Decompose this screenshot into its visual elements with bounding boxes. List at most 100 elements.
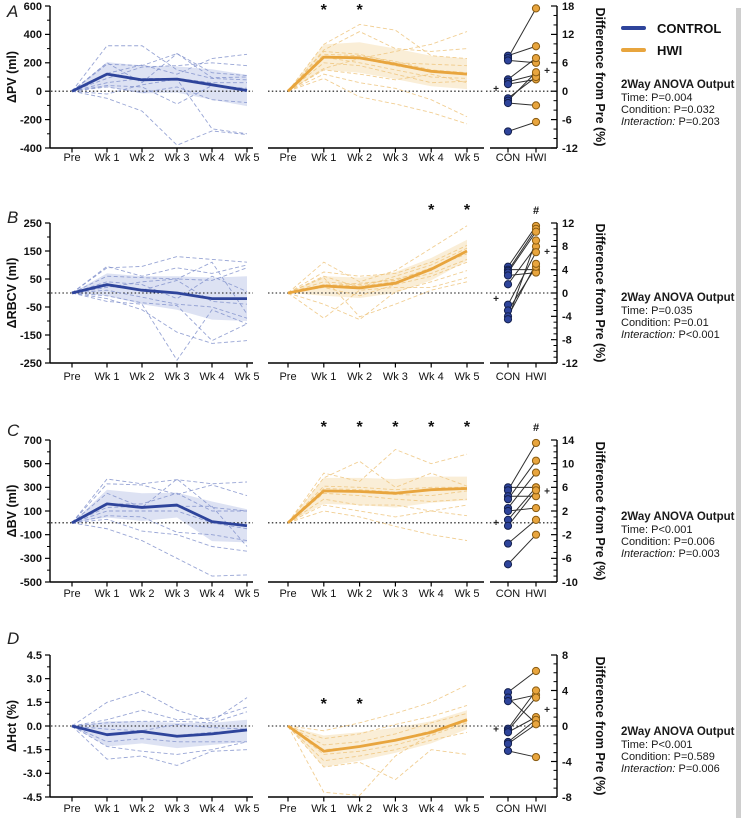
- panel-letter-c: C: [7, 421, 20, 440]
- asterisk-significance-marker: *: [321, 2, 328, 19]
- anova-row-time: Time: P<0.001: [621, 738, 693, 751]
- svg-text:12: 12: [562, 218, 574, 230]
- legend-label-control: CONTROL: [657, 20, 722, 36]
- asterisk-significance-marker: *: [392, 419, 399, 436]
- anova-block-b: 2Way ANOVA Output Time: P=0.035 Conditio…: [621, 292, 743, 341]
- svg-text:100: 100: [24, 506, 42, 518]
- svg-text:Pre: Pre: [63, 588, 80, 600]
- svg-text:-100: -100: [20, 529, 42, 541]
- svg-text:0: 0: [562, 86, 568, 98]
- svg-text:Wk 5: Wk 5: [234, 371, 259, 383]
- hwi-mean-line: [287, 718, 468, 753]
- svg-text:0: 0: [562, 721, 568, 733]
- svg-text:Wk 2: Wk 2: [347, 152, 372, 164]
- control-mean-line: [71, 724, 248, 738]
- svg-text:Wk 3: Wk 3: [164, 803, 189, 815]
- asterisk-significance-marker: *: [428, 419, 435, 436]
- scan-artifact: [736, 8, 741, 818]
- asterisk-significance-marker: *: [356, 2, 363, 19]
- svg-text:-8: -8: [562, 334, 572, 346]
- anova-row-condition: Condition: P=0.01: [621, 316, 709, 329]
- svg-text:6: 6: [562, 58, 568, 70]
- hwi-dot: [531, 117, 541, 127]
- plus-marker-hwi: +: [544, 247, 550, 258]
- svg-text:Wk 5: Wk 5: [234, 152, 259, 164]
- con-dot: [503, 127, 513, 136]
- svg-text:Wk 2: Wk 2: [347, 588, 372, 600]
- anova-title: 2Way ANOVA Output: [621, 79, 735, 91]
- svg-text:6: 6: [562, 482, 568, 494]
- svg-text:Wk 5: Wk 5: [234, 588, 259, 600]
- svg-text:Wk 3: Wk 3: [164, 152, 189, 164]
- hwi-dot: [531, 693, 541, 702]
- right-axis-title: Difference from Pre (%): [593, 224, 607, 363]
- svg-text:-6: -6: [562, 114, 572, 126]
- svg-text:-8: -8: [562, 792, 572, 804]
- hwi-dot: [531, 456, 541, 465]
- svg-text:-1.5: -1.5: [23, 744, 42, 756]
- svg-text:Wk 1: Wk 1: [94, 803, 119, 815]
- svg-text:Wk 2: Wk 2: [129, 588, 154, 600]
- svg-text:50: 50: [30, 274, 42, 286]
- con-dot: [503, 271, 513, 280]
- hash-significance-marker: #: [533, 205, 539, 217]
- svg-text:Wk 1: Wk 1: [94, 588, 119, 600]
- svg-text:-50: -50: [26, 302, 42, 314]
- paired-scatter: ++: [493, 4, 550, 136]
- svg-text:Pre: Pre: [63, 152, 80, 164]
- svg-text:Wk 5: Wk 5: [454, 371, 479, 383]
- hwi-mean-line: [287, 55, 468, 93]
- anova-block-a: 2Way ANOVA Output Time: P=0.004 Conditio…: [621, 79, 743, 128]
- svg-text:Pre: Pre: [279, 803, 296, 815]
- svg-text:Wk 1: Wk 1: [311, 588, 336, 600]
- svg-text:Pre: Pre: [63, 371, 80, 383]
- hwi-mean-line: [287, 487, 468, 524]
- svg-text:400: 400: [24, 29, 42, 41]
- con-dot: [503, 280, 513, 289]
- svg-text:Wk 4: Wk 4: [419, 152, 444, 164]
- right-axis-title: Difference from Pre (%): [593, 657, 607, 796]
- svg-text:Wk 5: Wk 5: [454, 152, 479, 164]
- con-dot: [503, 697, 513, 706]
- panel-letter-d: D: [7, 629, 20, 648]
- svg-text:-500: -500: [20, 577, 42, 589]
- y-axis-title: ΔBV (ml): [5, 485, 19, 538]
- con-dot: [503, 506, 513, 516]
- svg-text:Wk 3: Wk 3: [383, 588, 408, 600]
- svg-text:-2: -2: [562, 529, 572, 541]
- right-axis-title: Difference from Pre (%): [593, 442, 607, 581]
- panel-a-chart: 600 400 200 0 -200 -400 ΔPV (ml) Pre Pre Wk 1 Wk 1…: [5, 1, 607, 164]
- svg-text:4: 4: [562, 685, 569, 697]
- hwi-dot: [531, 4, 541, 13]
- svg-text:Wk 4: Wk 4: [199, 371, 224, 383]
- hwi-dot: [531, 259, 541, 268]
- svg-text:Wk 1: Wk 1: [311, 371, 336, 383]
- svg-text:Wk 5: Wk 5: [454, 803, 479, 815]
- plus-marker-con: +: [493, 725, 499, 736]
- hwi-dot: [531, 515, 541, 524]
- svg-text:-12: -12: [562, 143, 578, 155]
- svg-text:8: 8: [562, 650, 568, 662]
- plus-marker-hwi: +: [544, 486, 550, 497]
- svg-text:150: 150: [24, 246, 42, 258]
- svg-text:-200: -200: [20, 114, 42, 126]
- svg-text:Wk 5: Wk 5: [234, 803, 259, 815]
- svg-text:14: 14: [562, 435, 575, 447]
- svg-text:Wk 2: Wk 2: [129, 371, 154, 383]
- hwi-dot: [531, 248, 541, 257]
- svg-text:Wk 1: Wk 1: [311, 803, 336, 815]
- svg-text:Wk 3: Wk 3: [164, 588, 189, 600]
- svg-text:250: 250: [24, 218, 42, 230]
- svg-text:Wk 4: Wk 4: [199, 588, 224, 600]
- svg-text:-4: -4: [562, 311, 573, 323]
- hwi-dot: [531, 68, 541, 77]
- svg-text:Pre: Pre: [63, 803, 80, 815]
- y-axis-title: ΔHct (%): [5, 700, 19, 752]
- svg-text:1.5: 1.5: [27, 697, 42, 709]
- panel-d-chart: 4.5 3.0 1.5 0.0 -1.5 -3.0 -4.5 ΔHct (%) Pre Pre Wk…: [5, 650, 607, 815]
- asterisk-significance-marker: *: [321, 696, 328, 713]
- svg-text:Wk 4: Wk 4: [199, 803, 224, 815]
- control-mean-line: [71, 72, 248, 93]
- hwi-dot: [531, 666, 541, 676]
